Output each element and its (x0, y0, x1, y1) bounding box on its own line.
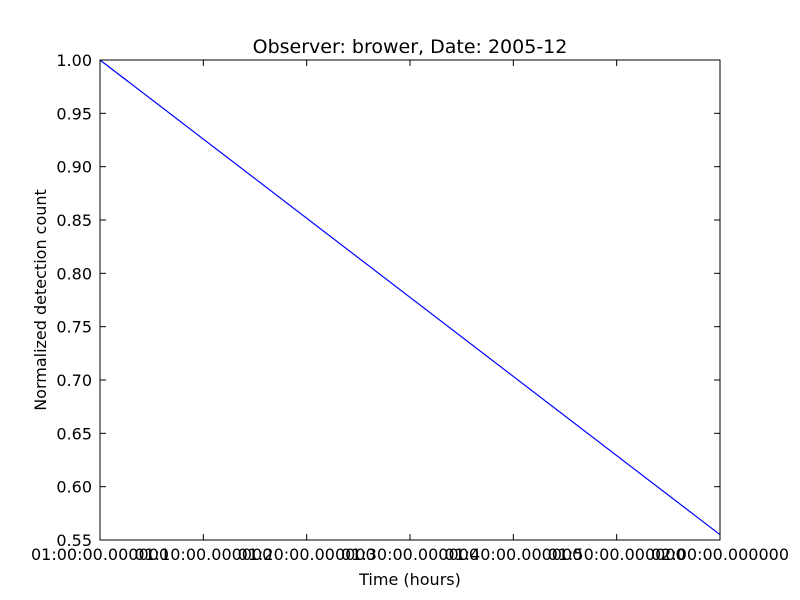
y-tick-label: 0.60 (56, 478, 92, 497)
y-tick-label: 0.55 (56, 531, 92, 550)
x-tick-label: 01:30:00.000000 (341, 545, 479, 564)
y-tick-label: 0.75 (56, 318, 92, 337)
x-axis-label: Time (hours) (358, 570, 461, 589)
y-tick-label: 0.65 (56, 424, 92, 443)
y-tick-label: 0.95 (56, 104, 92, 123)
y-tick-label: 0.70 (56, 371, 92, 390)
series-layer (99, 59, 721, 536)
x-tick-label: 01:00:00.000000 (31, 545, 169, 564)
x-tick-label: 01:40:00.000000 (444, 545, 582, 564)
y-axis-label: Normalized detection count (31, 189, 50, 411)
series-line-0 (99, 59, 721, 536)
x-tick-label: 01:20:00.000000 (238, 545, 376, 564)
x-tick-label: 02:00:00.000000 (651, 545, 789, 564)
y-tick-label: 1.00 (56, 51, 92, 70)
x-tick-label: 01:10:00.000000 (134, 545, 272, 564)
y-tick-label: 0.90 (56, 158, 92, 177)
ticks-layer: 01:00:00.00000001:10:00.00000001:20:00.0… (31, 51, 789, 564)
plot-frame (99, 59, 721, 541)
y-tick-label: 0.80 (56, 264, 92, 283)
x-tick-label: 01:50:00.000000 (548, 545, 686, 564)
y-tick-label: 0.85 (56, 211, 92, 230)
chart-title: Observer: brower, Date: 2005-12 (253, 36, 568, 58)
